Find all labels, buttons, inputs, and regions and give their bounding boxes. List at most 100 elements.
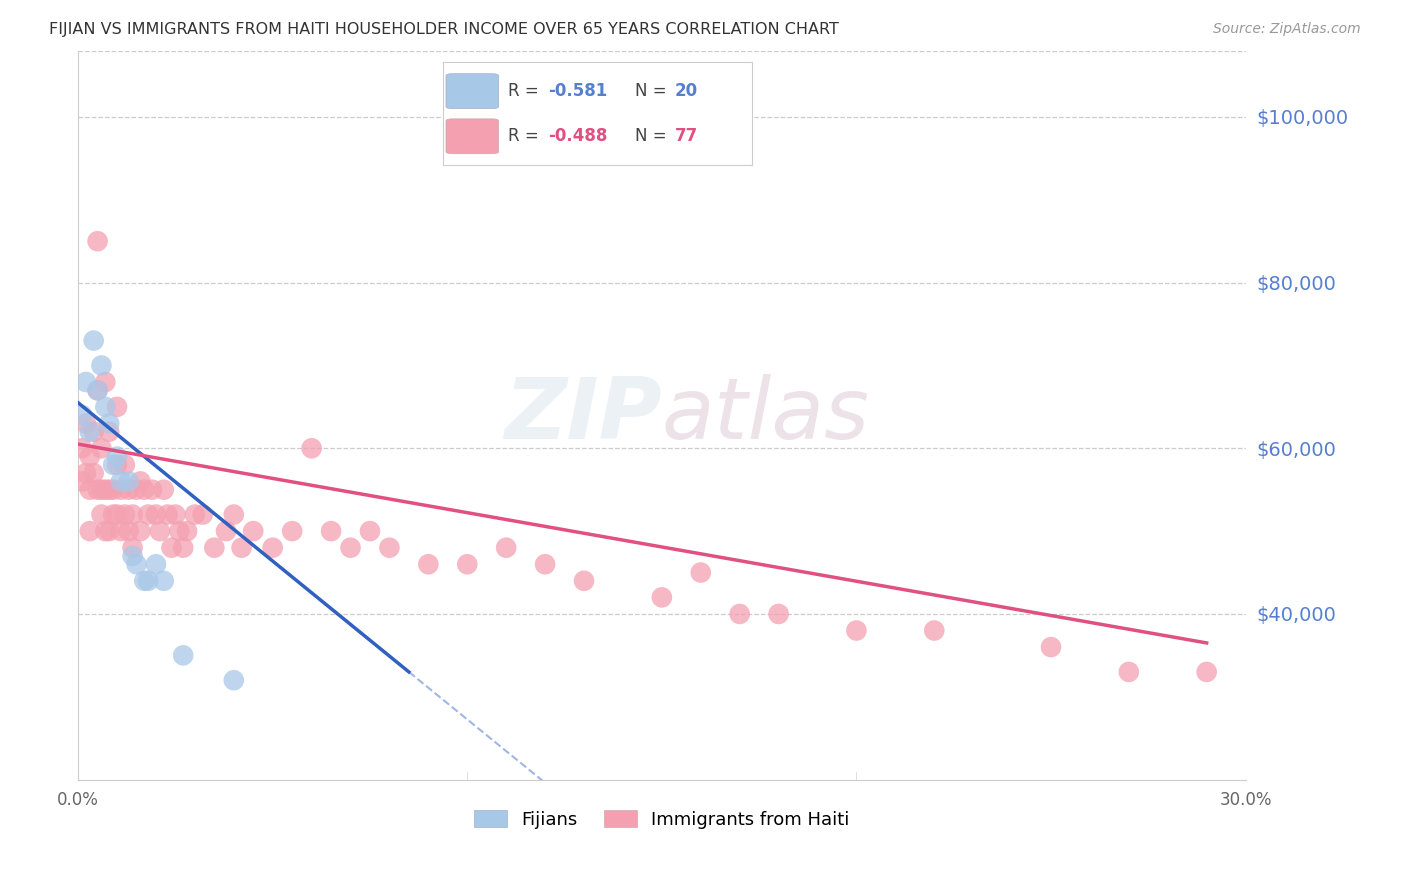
Point — [534, 558, 557, 572]
Point — [110, 524, 132, 538]
Point — [152, 574, 174, 588]
Legend: Fijians, Immigrants from Haiti: Fijians, Immigrants from Haiti — [467, 803, 856, 836]
Point — [145, 508, 167, 522]
Point — [75, 417, 97, 431]
Point — [689, 566, 711, 580]
Point — [172, 648, 194, 663]
Point — [141, 483, 163, 497]
Point — [90, 483, 112, 497]
Point — [70, 475, 93, 489]
Point — [165, 508, 187, 522]
Point — [1118, 665, 1140, 679]
Point — [98, 483, 121, 497]
Point — [86, 483, 108, 497]
Point — [134, 483, 156, 497]
Text: ZIP: ZIP — [505, 374, 662, 457]
Point — [94, 375, 117, 389]
Point — [129, 475, 152, 489]
Point — [70, 442, 93, 456]
Point — [378, 541, 401, 555]
Point — [1195, 665, 1218, 679]
Point — [129, 524, 152, 538]
Point — [79, 524, 101, 538]
Text: FIJIAN VS IMMIGRANTS FROM HAITI HOUSEHOLDER INCOME OVER 65 YEARS CORRELATION CHA: FIJIAN VS IMMIGRANTS FROM HAITI HOUSEHOL… — [49, 22, 839, 37]
Point — [149, 524, 172, 538]
Text: R =: R = — [508, 128, 544, 145]
Point — [86, 234, 108, 248]
Point — [169, 524, 191, 538]
Point — [572, 574, 595, 588]
Text: -0.581: -0.581 — [548, 82, 607, 100]
Point — [90, 359, 112, 373]
Text: N =: N = — [634, 82, 672, 100]
Point — [156, 508, 179, 522]
Point — [728, 607, 751, 621]
Point — [215, 524, 238, 538]
Point — [101, 508, 124, 522]
Point — [94, 524, 117, 538]
Point — [98, 425, 121, 439]
Point — [118, 483, 141, 497]
Point — [136, 574, 159, 588]
Text: 77: 77 — [675, 128, 699, 145]
Point — [90, 508, 112, 522]
Point — [110, 475, 132, 489]
Point — [262, 541, 284, 555]
Point — [222, 673, 245, 688]
Point — [922, 624, 945, 638]
Point — [75, 466, 97, 480]
Point — [101, 458, 124, 472]
Point — [134, 574, 156, 588]
Point — [172, 541, 194, 555]
Point — [101, 483, 124, 497]
Point — [651, 591, 673, 605]
Point — [118, 475, 141, 489]
Point — [94, 400, 117, 414]
Point — [176, 524, 198, 538]
Point — [125, 483, 148, 497]
Point — [79, 450, 101, 464]
Point — [339, 541, 361, 555]
Point — [114, 508, 136, 522]
Point — [222, 508, 245, 522]
Point — [359, 524, 381, 538]
Text: Source: ZipAtlas.com: Source: ZipAtlas.com — [1213, 22, 1361, 37]
Point — [191, 508, 214, 522]
Point — [105, 458, 128, 472]
Point — [105, 450, 128, 464]
Text: N =: N = — [634, 128, 672, 145]
Text: 20: 20 — [675, 82, 697, 100]
Point — [94, 483, 117, 497]
Point — [184, 508, 207, 522]
Point — [152, 483, 174, 497]
Point — [86, 384, 108, 398]
Point — [768, 607, 790, 621]
Point — [319, 524, 342, 538]
Point — [83, 334, 105, 348]
Point — [105, 400, 128, 414]
Point — [70, 408, 93, 422]
Point — [79, 425, 101, 439]
Point — [301, 442, 323, 456]
Point — [1040, 640, 1063, 654]
Point — [456, 558, 478, 572]
Point — [231, 541, 253, 555]
Point — [98, 524, 121, 538]
Point — [118, 524, 141, 538]
Point — [110, 483, 132, 497]
Text: atlas: atlas — [662, 374, 870, 457]
Point — [418, 558, 440, 572]
Text: R =: R = — [508, 82, 544, 100]
Point — [136, 508, 159, 522]
Text: -0.488: -0.488 — [548, 128, 607, 145]
Point — [160, 541, 183, 555]
Point — [145, 558, 167, 572]
Point — [845, 624, 868, 638]
FancyBboxPatch shape — [446, 119, 499, 153]
Point — [495, 541, 517, 555]
Point — [114, 458, 136, 472]
Point — [86, 384, 108, 398]
Point — [105, 508, 128, 522]
Point — [75, 375, 97, 389]
Point — [202, 541, 225, 555]
